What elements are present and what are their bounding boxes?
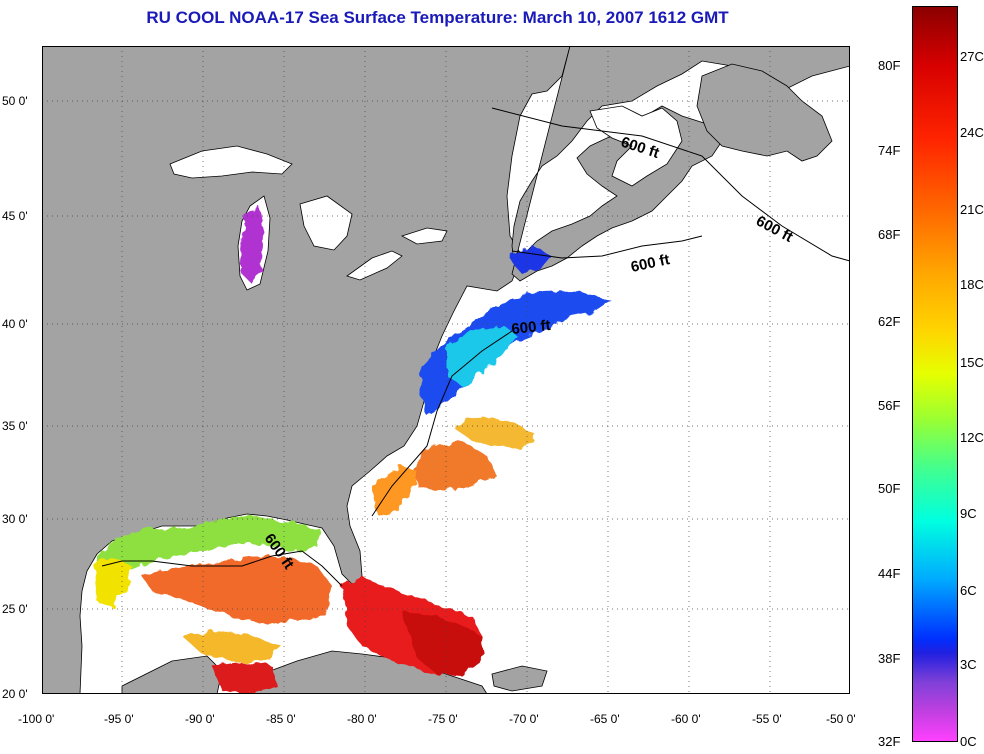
lake-superior <box>169 145 293 179</box>
graticule <box>42 46 850 694</box>
sst-carolina-orange <box>412 441 497 491</box>
lat-tick-20: 20 0' <box>2 687 28 701</box>
cbar-c-27: 27C <box>960 49 984 64</box>
cbar-c-0: 0C <box>960 734 977 749</box>
lat-tick-50: 50 0' <box>2 94 28 108</box>
lon-tick-70: -70 0' <box>509 712 539 726</box>
lat-tick-35: 35 0' <box>2 419 28 433</box>
land-hispaniola <box>491 665 548 692</box>
map-frame <box>42 46 850 694</box>
sst-gulfstream-core <box>372 466 417 516</box>
cbar-c-9: 9C <box>960 506 977 521</box>
cbar-c-12: 12C <box>960 430 984 445</box>
lat-tick-30: 30 0' <box>2 512 28 526</box>
cbar-c-21: 21C <box>960 202 984 217</box>
cbar-f-32: 32F <box>878 734 901 749</box>
cbar-f-68: 68F <box>878 227 901 242</box>
lon-tick-95: -95 0' <box>104 712 134 726</box>
lon-tick-85: -85 0' <box>266 712 296 726</box>
cbar-f-80: 80F <box>878 58 901 73</box>
sst-map: 600 ft 600 ft 600 ft 600 ft 600 ft <box>42 46 850 694</box>
map-canvas: 600 ft 600 ft 600 ft 600 ft 600 ft <box>42 46 850 694</box>
sst-gulf-west-yellow <box>94 556 132 606</box>
isobath-atlantic <box>491 107 850 262</box>
contour-label-4: 600 ft <box>511 317 552 338</box>
lon-tick-65: -65 0' <box>590 712 620 726</box>
cbar-c-3: 3C <box>960 657 977 672</box>
lon-tick-55: -55 0' <box>752 712 782 726</box>
lake-ontario <box>400 227 448 245</box>
lake-erie <box>346 250 403 281</box>
cbar-f-62: 62F <box>878 314 901 329</box>
lon-tick-80: -80 0' <box>347 712 377 726</box>
cbar-c-24: 24C <box>960 125 984 140</box>
sst-yucatan-red <box>212 661 277 694</box>
cbar-f-38: 38F <box>878 651 901 666</box>
lon-tick-75: -75 0' <box>428 712 458 726</box>
lon-tick-90: -90 0' <box>185 712 215 726</box>
cbar-f-44: 44F <box>878 566 901 581</box>
cbar-c-18: 18C <box>960 277 984 292</box>
lat-tick-25: 25 0' <box>2 602 28 616</box>
gulf-st-lawrence <box>589 105 683 187</box>
lon-tick-50: -50 0' <box>826 712 856 726</box>
cbar-f-74: 74F <box>878 143 901 158</box>
sst-gulf-south-yellow <box>182 631 282 661</box>
sst-gulf-coast-green <box>97 516 322 581</box>
lat-tick-45: 45 0' <box>2 209 28 223</box>
cbar-c-15: 15C <box>960 355 984 370</box>
land-newfoundland <box>696 63 833 162</box>
lake-huron <box>299 195 353 251</box>
isobath-gulf <box>101 550 343 587</box>
cbar-f-56: 56F <box>878 398 901 413</box>
map-title: RU COOL NOAA-17 Sea Surface Temperature:… <box>146 8 729 27</box>
lat-tick-40: 40 0' <box>2 317 28 331</box>
land-maritimes <box>511 46 850 282</box>
lon-tick-100: -100 0' <box>18 712 55 726</box>
sst-gulf-central-orange <box>142 556 332 624</box>
lon-tick-60: -60 0' <box>671 712 701 726</box>
land-north-america <box>42 46 571 694</box>
sst-gulfstream-yellow <box>452 416 537 451</box>
cbar-c-6: 6C <box>960 583 977 598</box>
isobath-shelf <box>371 235 703 517</box>
sst-bahamas-darkred <box>402 611 482 676</box>
cbar-f-50: 50F <box>878 481 901 496</box>
temperature-colorbar <box>912 6 958 742</box>
sst-lake-michigan <box>240 206 264 284</box>
